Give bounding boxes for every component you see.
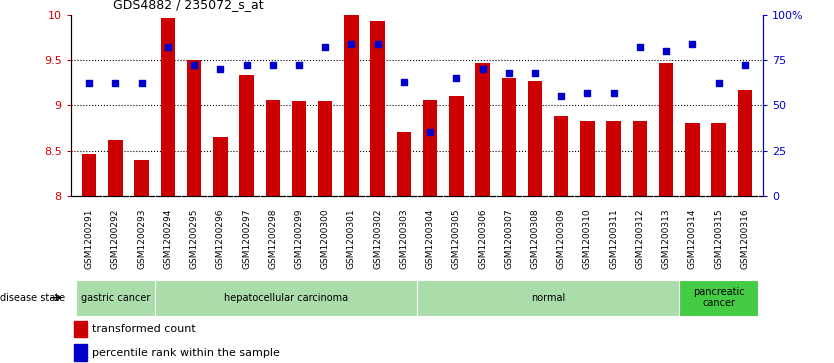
- Text: GSM1200291: GSM1200291: [85, 208, 93, 269]
- Bar: [501, 78, 516, 196]
- Text: GSM1200297: GSM1200297: [242, 208, 251, 269]
- Point: [240, 62, 254, 68]
- Bar: [606, 121, 620, 196]
- Bar: [214, 137, 228, 196]
- Text: GSM1200303: GSM1200303: [399, 208, 409, 269]
- Bar: [292, 101, 306, 196]
- Bar: [633, 121, 647, 196]
- Bar: [344, 15, 359, 196]
- Text: percentile rank within the sample: percentile rank within the sample: [92, 348, 279, 358]
- Text: transformed count: transformed count: [92, 324, 195, 334]
- Text: hepatocellular carcinoma: hepatocellular carcinoma: [224, 293, 348, 303]
- Text: GSM1200306: GSM1200306: [478, 208, 487, 269]
- Bar: [74, 321, 87, 337]
- Bar: [397, 132, 411, 196]
- Point: [344, 41, 358, 46]
- Text: GSM1200299: GSM1200299: [294, 208, 304, 269]
- Text: normal: normal: [531, 293, 565, 303]
- Text: GSM1200315: GSM1200315: [714, 208, 723, 269]
- Point: [424, 130, 437, 135]
- Text: GSM1200300: GSM1200300: [321, 208, 329, 269]
- Point: [528, 70, 541, 76]
- Point: [293, 62, 306, 68]
- Text: GSM1200311: GSM1200311: [609, 208, 618, 269]
- Bar: [711, 123, 726, 196]
- Point: [502, 70, 515, 76]
- Point: [607, 90, 620, 95]
- Text: GSM1200312: GSM1200312: [636, 208, 645, 269]
- Text: GSM1200305: GSM1200305: [452, 208, 461, 269]
- Point: [580, 90, 594, 95]
- Bar: [450, 96, 464, 196]
- Bar: [239, 75, 254, 196]
- Text: GSM1200292: GSM1200292: [111, 208, 120, 269]
- Text: GSM1200314: GSM1200314: [688, 208, 697, 269]
- Text: GSM1200310: GSM1200310: [583, 208, 592, 269]
- Text: GDS4882 / 235072_s_at: GDS4882 / 235072_s_at: [113, 0, 264, 11]
- Bar: [187, 60, 201, 196]
- Point: [188, 62, 201, 68]
- Text: GSM1200298: GSM1200298: [269, 208, 277, 269]
- Bar: [659, 62, 673, 196]
- Text: GSM1200304: GSM1200304: [425, 208, 435, 269]
- Bar: [161, 18, 175, 196]
- Bar: [423, 100, 437, 196]
- Bar: [475, 62, 490, 196]
- Text: GSM1200307: GSM1200307: [505, 208, 513, 269]
- Bar: [685, 123, 700, 196]
- Point: [450, 75, 463, 81]
- Text: GSM1200313: GSM1200313: [661, 208, 671, 269]
- Text: GSM1200296: GSM1200296: [216, 208, 225, 269]
- Point: [738, 62, 751, 68]
- Bar: [554, 116, 569, 196]
- Text: GSM1200294: GSM1200294: [163, 208, 173, 269]
- Bar: [155, 280, 417, 316]
- Bar: [108, 140, 123, 196]
- Point: [686, 41, 699, 46]
- Point: [108, 81, 122, 86]
- Text: GSM1200302: GSM1200302: [373, 208, 382, 269]
- Point: [161, 44, 174, 50]
- Point: [476, 66, 490, 72]
- Point: [397, 79, 410, 85]
- Point: [712, 81, 726, 86]
- Bar: [134, 160, 149, 196]
- Bar: [528, 81, 542, 196]
- Bar: [417, 280, 679, 316]
- Bar: [580, 121, 595, 196]
- Text: GSM1200295: GSM1200295: [189, 208, 198, 269]
- Point: [266, 62, 279, 68]
- Bar: [318, 101, 333, 196]
- Text: GSM1200316: GSM1200316: [741, 208, 749, 269]
- Bar: [679, 280, 758, 316]
- Text: GSM1200293: GSM1200293: [137, 208, 146, 269]
- Bar: [265, 100, 280, 196]
- Text: GSM1200308: GSM1200308: [530, 208, 540, 269]
- Point: [660, 48, 673, 54]
- Text: GSM1200309: GSM1200309: [557, 208, 565, 269]
- Text: pancreatic
cancer: pancreatic cancer: [693, 287, 745, 309]
- Text: gastric cancer: gastric cancer: [81, 293, 150, 303]
- Point: [633, 44, 646, 50]
- Point: [214, 66, 227, 72]
- Bar: [74, 344, 87, 361]
- Bar: [370, 21, 384, 196]
- Text: disease state: disease state: [0, 293, 65, 303]
- Bar: [82, 154, 97, 196]
- Bar: [737, 90, 752, 196]
- Point: [83, 81, 96, 86]
- Point: [319, 44, 332, 50]
- Point: [371, 41, 384, 46]
- Bar: [76, 280, 155, 316]
- Text: GSM1200301: GSM1200301: [347, 208, 356, 269]
- Point: [555, 93, 568, 99]
- Point: [135, 81, 148, 86]
